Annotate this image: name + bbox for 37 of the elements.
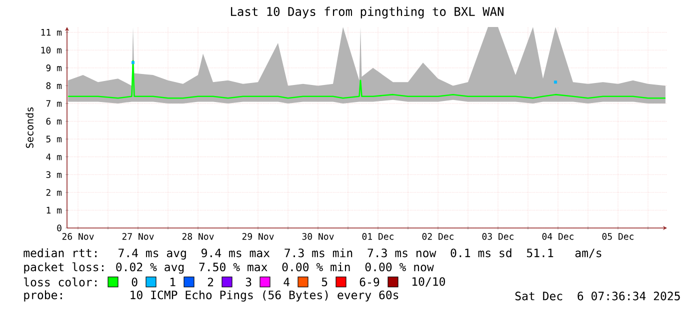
legend-label: 3: [246, 278, 252, 286]
x-tick-label: 02 Dec: [422, 233, 454, 240]
legend-label: 4: [284, 278, 290, 286]
legend-label: 6-9: [360, 278, 380, 286]
x-tick-label: 05 Dec: [602, 233, 634, 240]
y-tick-label: 4 m: [46, 154, 62, 160]
y-tick-label: 10 m: [41, 46, 62, 54]
x-tick-label: 01 Dec: [362, 233, 394, 240]
y-axis-title: Seconds: [26, 107, 34, 148]
text: probe: 10 ICMP Echo Pings (56 Bytes) every 60s: [24, 290, 398, 302]
legend-title: loss color:: [24, 278, 97, 286]
y-tick-label: 2 m: [46, 189, 62, 196]
x-tick-label: 28 Nov: [182, 233, 214, 240]
y-tick-label: 11 m: [41, 29, 62, 36]
x-tick-label: 27 Nov: [122, 233, 154, 240]
text: median rtt: 7.4 ms avg 9.4 ms max 7.3 ms min 7.3 ms now 0.1 ms sd 51.1 am/s: [24, 248, 602, 260]
x-tick-label: 04 Dec: [542, 233, 574, 240]
x-tick-label: 03 Dec: [482, 233, 514, 240]
y-tick-label: 3 m: [46, 171, 62, 178]
text: Sat Dec 6 07:36:34 2025: [515, 292, 680, 300]
y-tick-label: 7 m: [46, 100, 62, 107]
chart-title: Last 10 Days from pingthing to BXL WAN: [230, 6, 504, 18]
x-tick-label: 29 Nov: [242, 233, 274, 240]
text: packet loss: 0.02 % avg 7.50 % max 0.00 % min 0.00 % now: [24, 262, 434, 274]
y-tick-label: 0: [57, 224, 62, 232]
y-tick-label: 9 m: [46, 64, 62, 72]
legend-label: 1: [170, 278, 176, 286]
x-tick-label: 26 Nov: [62, 233, 94, 240]
y-tick-label: 1 m: [46, 206, 62, 214]
y-tick-label: 5 m: [46, 136, 62, 142]
legend-label: 10/10: [412, 277, 445, 287]
legend-label: 2: [208, 278, 214, 286]
legend-label: 5: [322, 278, 328, 286]
y-tick-label: 6 m: [46, 118, 62, 125]
x-tick-label: 30 Nov: [302, 233, 334, 240]
y-tick-label: 8 m: [46, 82, 62, 90]
legend-label: 0: [132, 278, 138, 286]
